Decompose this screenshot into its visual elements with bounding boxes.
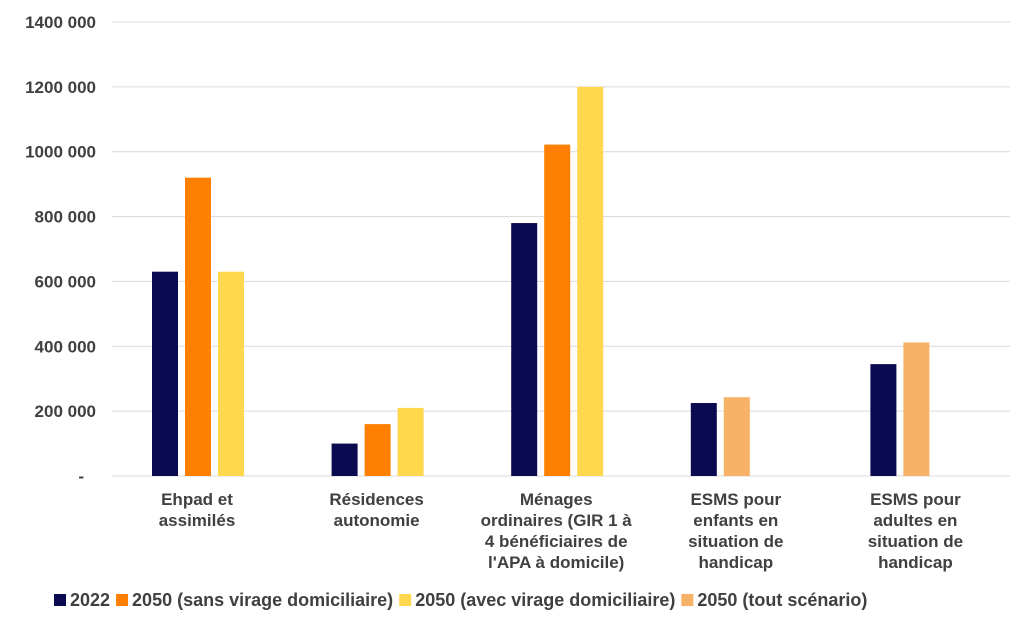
legend: 2022 2050 (sans virage domiciliaire) 2050 … [54, 590, 867, 610]
y-tick-label: 1200 000 [25, 78, 96, 97]
legend-swatch [399, 594, 412, 606]
bar [218, 271, 244, 476]
bar [331, 443, 358, 476]
legend-label: 2050 (sans virage domiciliaire) [132, 590, 393, 610]
bar [723, 397, 750, 476]
bar [690, 403, 717, 476]
y-tick-label: 200 000 [35, 402, 96, 421]
bar [544, 144, 571, 476]
y-tick-label: 600 000 [35, 272, 96, 291]
legend-label: 2050 (tout scénario) [697, 590, 867, 610]
bar [364, 424, 391, 476]
y-tick-label: 400 000 [35, 337, 96, 356]
bar [397, 407, 424, 476]
y-axis-ticks: - 200 000 400 000 600 000 800 000 1000 000 120… [25, 13, 96, 486]
legend-label: 2050 (avec virage domiciliaire) [415, 590, 675, 610]
legend-label: 2022 [70, 590, 110, 610]
bar [152, 271, 178, 476]
bar [870, 364, 897, 476]
y-tick-label: 800 000 [35, 208, 96, 227]
category-labels: Ehpad et assimilés Résidences autonomie Ména… [159, 490, 963, 572]
y-tick-label: - [78, 467, 84, 486]
legend-swatch [116, 594, 129, 606]
bars [152, 86, 930, 476]
y-tick-label: 1400 000 [25, 13, 96, 32]
bar [185, 177, 211, 476]
legend-swatch [681, 594, 694, 606]
category-label: ESMS pour enfants en situation de handicap [688, 490, 783, 572]
bar [903, 342, 930, 476]
legend-swatch [54, 594, 66, 606]
category-label: Résidences autonomie [329, 490, 424, 530]
bar [577, 86, 604, 476]
category-label: Ehpad et assimilés [159, 490, 236, 530]
bar [511, 223, 538, 476]
category-label: ESMS pour adultes en situation de handicap [868, 490, 963, 572]
y-tick-label: 1000 000 [25, 143, 96, 162]
